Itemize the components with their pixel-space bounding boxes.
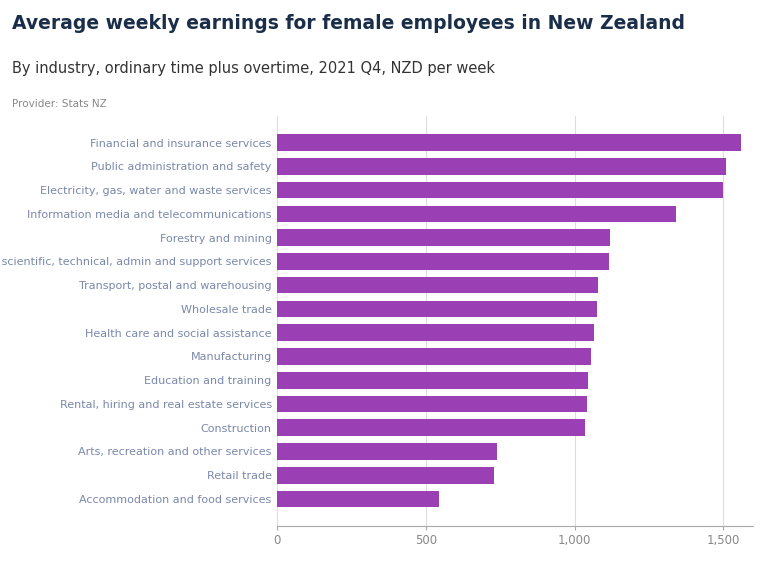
Text: Average weekly earnings for female employees in New Zealand: Average weekly earnings for female emplo… bbox=[12, 14, 685, 34]
Bar bbox=[277, 348, 591, 365]
Bar bbox=[277, 396, 587, 412]
Text: By industry, ordinary time plus overtime, 2021 Q4, NZD per week: By industry, ordinary time plus overtime… bbox=[12, 61, 494, 76]
Bar bbox=[277, 491, 440, 507]
Bar bbox=[277, 158, 726, 175]
Bar bbox=[277, 253, 609, 270]
Bar bbox=[277, 467, 494, 484]
Bar bbox=[277, 324, 594, 341]
Bar bbox=[277, 181, 723, 198]
Bar bbox=[277, 301, 597, 317]
Text: Provider: Stats NZ: Provider: Stats NZ bbox=[12, 99, 106, 109]
Bar bbox=[277, 277, 598, 294]
Bar bbox=[277, 372, 588, 388]
Bar bbox=[277, 206, 676, 222]
Text: figure.nz: figure.nz bbox=[658, 20, 728, 34]
Bar bbox=[277, 134, 742, 151]
Bar bbox=[277, 420, 585, 436]
Bar bbox=[277, 229, 611, 246]
Bar bbox=[277, 443, 497, 460]
